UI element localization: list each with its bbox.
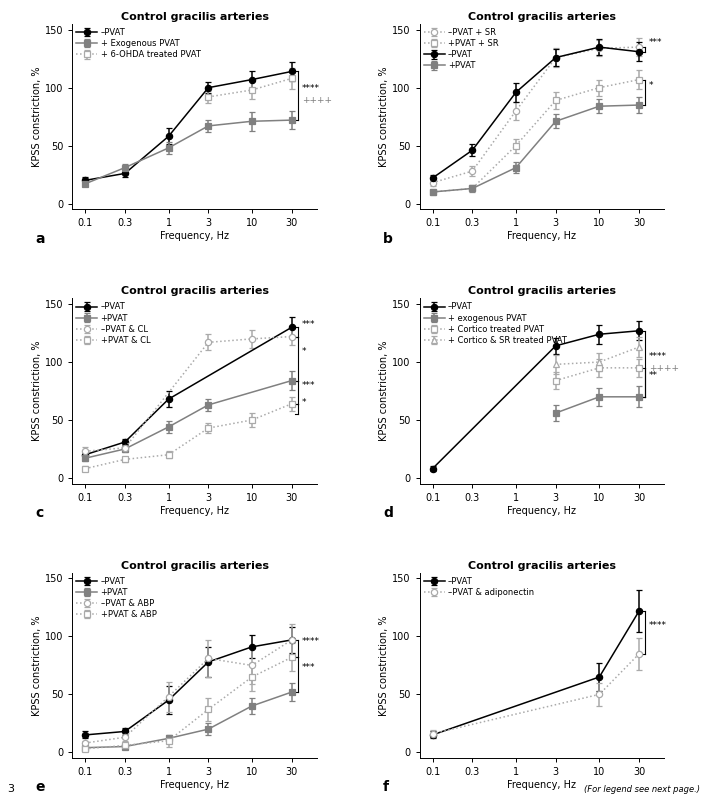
Text: f: f bbox=[383, 780, 389, 794]
Text: ****: **** bbox=[649, 353, 667, 361]
Title: Control gracilis arteries: Control gracilis arteries bbox=[468, 286, 616, 296]
Legend: –PVAT, +PVAT, –PVAT & CL, +PVAT & CL: –PVAT, +PVAT, –PVAT & CL, +PVAT & CL bbox=[74, 301, 152, 346]
X-axis label: Frequency, Hz: Frequency, Hz bbox=[508, 231, 576, 241]
Y-axis label: KPSS constriction, %: KPSS constriction, % bbox=[32, 615, 42, 716]
Text: ++++: ++++ bbox=[649, 364, 679, 373]
Text: a: a bbox=[35, 231, 45, 246]
Y-axis label: KPSS constriction, %: KPSS constriction, % bbox=[32, 66, 42, 167]
Title: Control gracilis arteries: Control gracilis arteries bbox=[121, 12, 269, 22]
Text: ****: **** bbox=[302, 637, 320, 646]
Y-axis label: KPSS constriction, %: KPSS constriction, % bbox=[32, 341, 42, 441]
Text: *: * bbox=[302, 347, 306, 356]
X-axis label: Frequency, Hz: Frequency, Hz bbox=[160, 780, 229, 790]
Text: (For legend see next page.): (For legend see next page.) bbox=[584, 785, 700, 794]
Text: ***: *** bbox=[302, 321, 316, 330]
Y-axis label: KPSS constriction, %: KPSS constriction, % bbox=[379, 341, 389, 441]
Text: ***: *** bbox=[649, 38, 663, 47]
Text: c: c bbox=[35, 506, 44, 520]
Text: b: b bbox=[383, 231, 393, 246]
Text: 3: 3 bbox=[7, 784, 14, 794]
Legend: –PVAT, + exogenous PVAT, + Cortico treated PVAT, + Cortico & SR treated PVAT: –PVAT, + exogenous PVAT, + Cortico treat… bbox=[422, 301, 568, 346]
Title: Control gracilis arteries: Control gracilis arteries bbox=[121, 560, 269, 571]
X-axis label: Frequency, Hz: Frequency, Hz bbox=[160, 505, 229, 516]
Legend: –PVAT, –PVAT & adiponectin: –PVAT, –PVAT & adiponectin bbox=[422, 575, 536, 598]
Text: e: e bbox=[35, 780, 45, 794]
Y-axis label: KPSS constriction, %: KPSS constriction, % bbox=[379, 66, 389, 167]
Text: ****: **** bbox=[649, 621, 667, 630]
Legend: –PVAT + SR, +PVAT + SR, –PVAT, +PVAT: –PVAT + SR, +PVAT + SR, –PVAT, +PVAT bbox=[422, 26, 500, 72]
Text: ***: *** bbox=[302, 381, 316, 389]
Legend: –PVAT, + Exogenous PVAT, + 6-OHDA treated PVAT: –PVAT, + Exogenous PVAT, + 6-OHDA treate… bbox=[74, 26, 202, 61]
Text: ****: **** bbox=[302, 85, 320, 93]
Text: ***: *** bbox=[302, 663, 316, 672]
Text: d: d bbox=[383, 506, 393, 520]
Text: ++++: ++++ bbox=[302, 96, 331, 105]
X-axis label: Frequency, Hz: Frequency, Hz bbox=[160, 231, 229, 241]
Text: *: * bbox=[649, 81, 653, 90]
Text: *: * bbox=[302, 397, 306, 406]
Y-axis label: KPSS constriction, %: KPSS constriction, % bbox=[379, 615, 389, 716]
Text: **: ** bbox=[649, 371, 658, 380]
Legend: –PVAT, +PVAT, –PVAT & ABP, +PVAT & ABP: –PVAT, +PVAT, –PVAT & ABP, +PVAT & ABP bbox=[74, 575, 158, 621]
X-axis label: Frequency, Hz: Frequency, Hz bbox=[508, 780, 576, 790]
Title: Control gracilis arteries: Control gracilis arteries bbox=[468, 12, 616, 22]
Title: Control gracilis arteries: Control gracilis arteries bbox=[121, 286, 269, 296]
Title: Control gracilis arteries: Control gracilis arteries bbox=[468, 560, 616, 571]
X-axis label: Frequency, Hz: Frequency, Hz bbox=[508, 505, 576, 516]
